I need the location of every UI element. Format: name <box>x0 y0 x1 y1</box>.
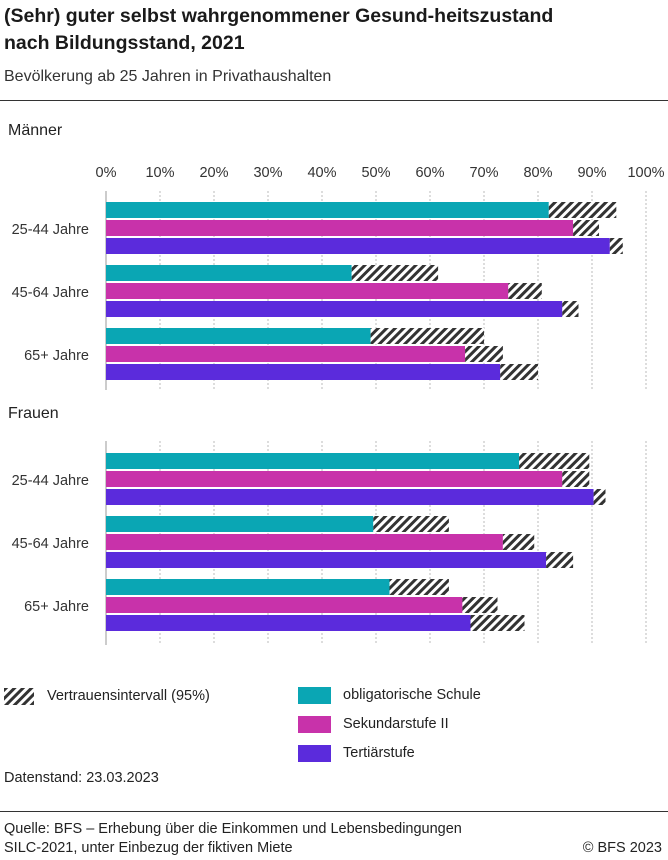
x-tick-label: 80% <box>523 165 552 181</box>
bar <box>106 516 374 532</box>
category-label: 45-64 Jahre <box>12 536 89 552</box>
category-label: 65+ Jahre <box>24 348 89 364</box>
legend-obligatorische-schule: obligatorische Schule <box>343 687 481 703</box>
confidence-interval <box>562 301 579 317</box>
bar <box>106 265 352 281</box>
bar <box>106 597 463 613</box>
confidence-interval <box>508 283 542 299</box>
confidence-interval <box>370 328 484 344</box>
bar <box>106 534 503 550</box>
category-label: 25-44 Jahre <box>12 473 89 489</box>
x-tick-label: 50% <box>361 165 390 181</box>
legend-sekundarstufe: Sekundarstufe II <box>343 716 449 732</box>
bar <box>106 552 547 568</box>
bar <box>106 301 563 317</box>
legend-swatch-sekundarstufe <box>298 716 331 733</box>
panel-label: Männer <box>8 122 63 139</box>
panel-label: Frauen <box>8 405 59 422</box>
confidence-interval <box>465 346 503 362</box>
bar <box>106 579 390 595</box>
footer-divider <box>0 811 668 812</box>
confidence-interval <box>502 534 535 550</box>
bar <box>106 346 466 362</box>
confidence-interval <box>389 579 449 595</box>
bar <box>106 328 371 344</box>
bar <box>106 202 549 218</box>
legend-confidence-interval: Vertrauensintervall (95%) <box>47 688 210 704</box>
confidence-interval <box>548 202 617 218</box>
source-line-2: SILC-2021, unter Einbezug der fiktiven M… <box>4 840 293 856</box>
confidence-interval <box>573 220 600 236</box>
category-label: 65+ Jahre <box>24 599 89 615</box>
confidence-interval <box>500 364 538 380</box>
chart-subtitle: Bevölkerung ab 25 Jahren in Privathausha… <box>4 68 332 85</box>
legend-swatch-tertiaerstufe <box>298 745 331 762</box>
x-tick-label: 60% <box>415 165 444 181</box>
confidence-interval <box>546 552 574 568</box>
source-line-1: Quelle: BFS – Erhebung über die Einkomme… <box>4 821 462 837</box>
x-tick-label: 30% <box>253 165 282 181</box>
legend-tertiaerstufe: Tertiärstufe <box>343 745 415 761</box>
confidence-interval <box>562 471 590 487</box>
bar <box>106 471 563 487</box>
chart-title: (Sehr) guter selbst wahrgenommener Gesun… <box>4 5 554 54</box>
confidence-interval-swatch <box>4 688 34 705</box>
header-divider <box>0 100 668 101</box>
x-tick-label: 100% <box>627 165 664 181</box>
bar <box>106 364 501 380</box>
bar <box>106 238 610 254</box>
data-status-date: Datenstand: 23.03.2023 <box>4 770 159 786</box>
bar-chart: 0% 10% 20% 30% 40% 50% 60% 70% 80% 90% 100% Männer 2… <box>8 122 665 645</box>
confidence-interval <box>609 238 623 254</box>
bar <box>106 489 594 505</box>
bar <box>106 615 471 631</box>
confidence-interval <box>351 265 439 281</box>
category-label: 45-64 Jahre <box>12 285 89 301</box>
bar <box>106 220 574 236</box>
x-tick-label: 20% <box>199 165 228 181</box>
x-tick-label: 40% <box>307 165 336 181</box>
legend-swatch-obligatorische-schule <box>298 687 331 704</box>
x-tick-label: 10% <box>145 165 174 181</box>
confidence-interval <box>470 615 525 631</box>
copyright: © BFS 2023 <box>582 840 662 856</box>
bar <box>106 283 509 299</box>
category-label: 25-44 Jahre <box>12 222 89 238</box>
x-tick-label: 70% <box>469 165 498 181</box>
confidence-interval <box>373 516 449 532</box>
confidence-interval <box>593 489 606 505</box>
x-tick-label: 90% <box>577 165 606 181</box>
confidence-interval <box>462 597 498 613</box>
x-tick-label: 0% <box>96 165 117 181</box>
confidence-interval <box>519 453 590 469</box>
bar <box>106 453 520 469</box>
